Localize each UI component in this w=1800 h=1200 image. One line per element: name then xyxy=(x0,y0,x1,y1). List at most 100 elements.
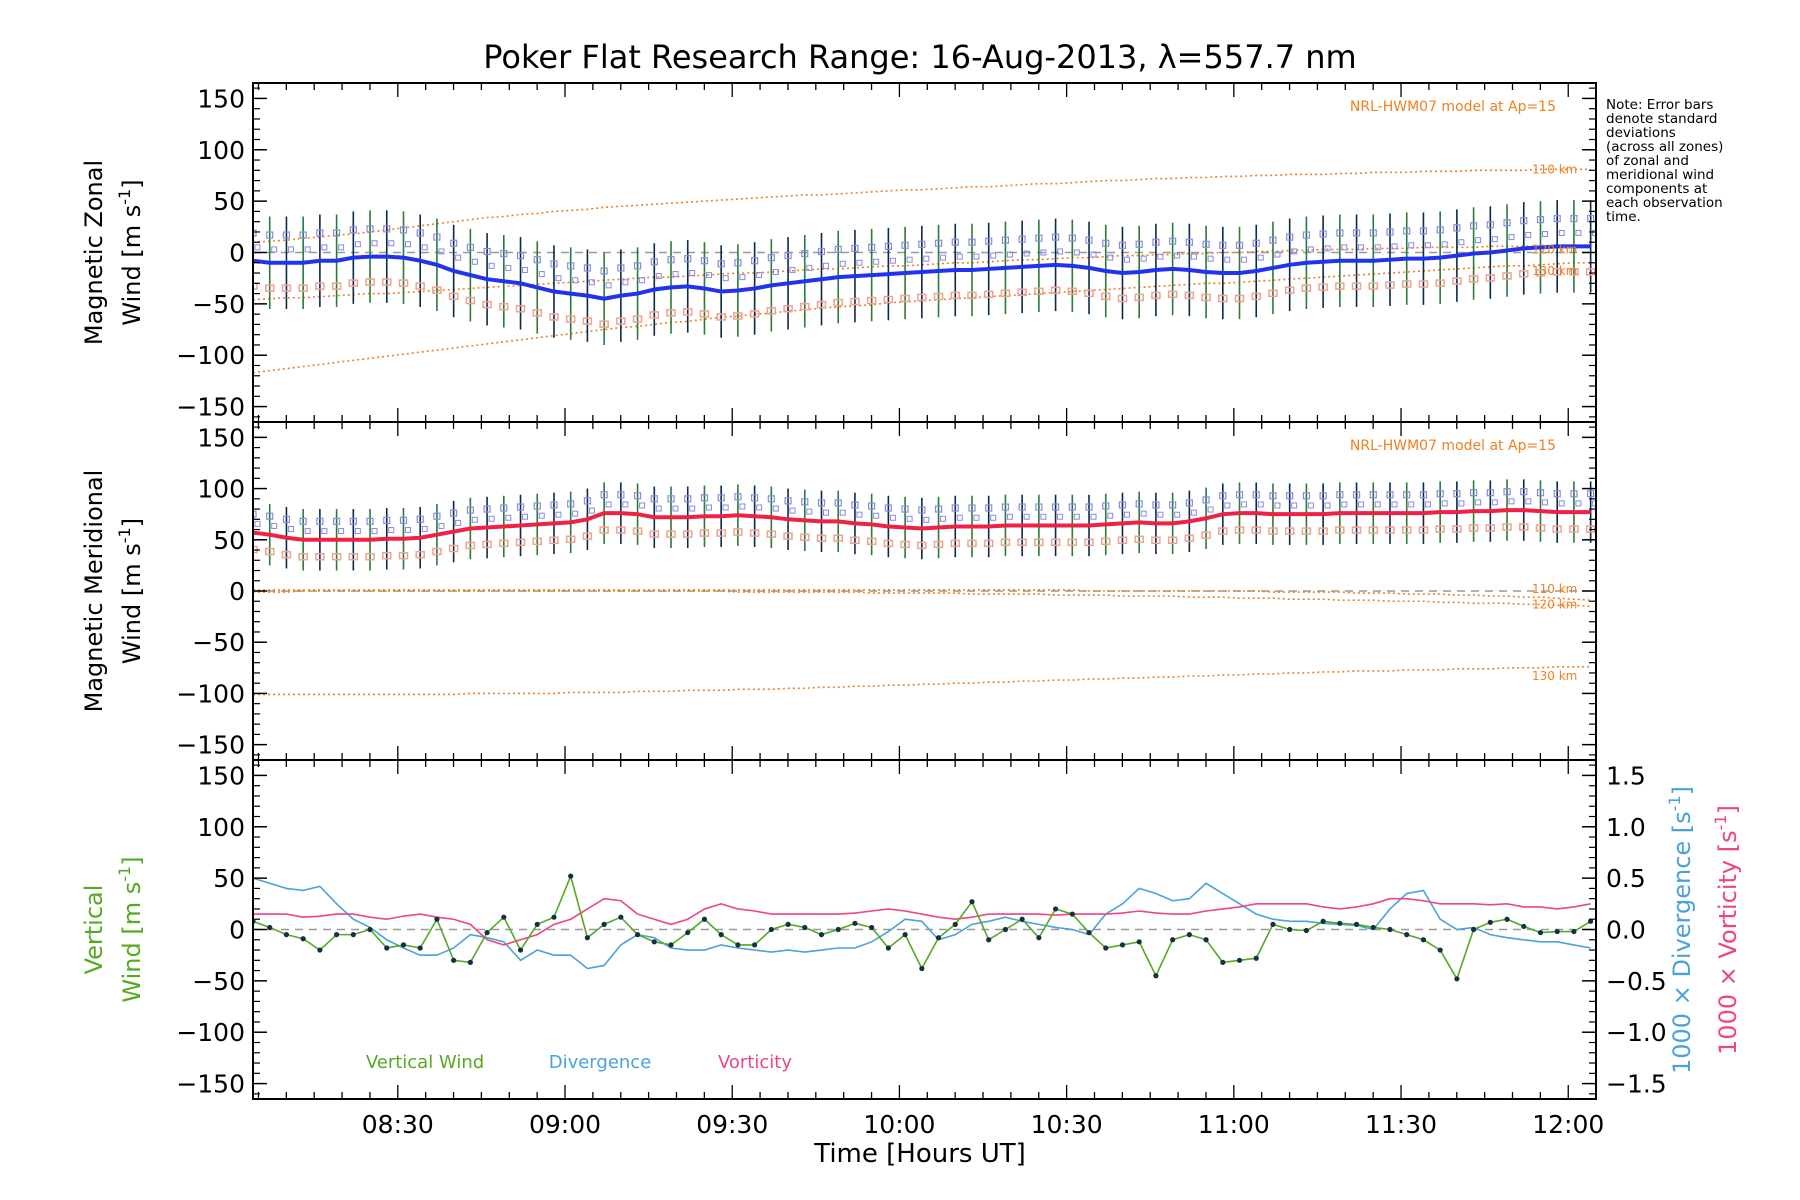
y2-divergence-title-text: 1000 × Divergence [s xyxy=(1668,811,1696,1074)
zonal-zone-marker xyxy=(432,286,442,295)
meridional-zone-marker xyxy=(1284,527,1295,535)
meridional-zone-marker xyxy=(1057,513,1064,520)
zonal-zone-marker xyxy=(1101,292,1111,301)
zonal-zone-marker xyxy=(1068,234,1076,242)
vertical-wind-point xyxy=(517,947,524,953)
y-tick-label: 100 xyxy=(197,813,245,842)
meridional-zone-marker xyxy=(1117,536,1128,545)
vertical-wind-point xyxy=(1287,926,1293,933)
meridional-zone-marker xyxy=(421,526,428,533)
meridional-zone-marker xyxy=(1324,502,1331,509)
ylabel-sup: -1 xyxy=(115,866,134,882)
zonal-zone-marker xyxy=(471,258,478,265)
meridional-zone-marker xyxy=(399,516,408,524)
meridional-zone-marker xyxy=(833,534,843,543)
meridional-zone-marker xyxy=(1541,499,1548,506)
meridional-zone-marker xyxy=(649,530,660,538)
zonal-zone-marker xyxy=(1084,289,1094,298)
zonal-zone-marker xyxy=(1552,268,1562,276)
meridional-zone-marker xyxy=(1269,492,1277,500)
vertical-wind-point xyxy=(685,929,691,936)
meridional-zone-marker xyxy=(1167,536,1178,545)
zonal-zone-marker xyxy=(1268,289,1278,298)
vertical-wind-point xyxy=(935,935,942,941)
zonal-zone-marker xyxy=(1351,282,1362,290)
meridional-zone-marker xyxy=(271,522,278,529)
zonal-zone-marker xyxy=(1508,234,1515,241)
zonal-zone-marker xyxy=(555,275,562,282)
meridional-zone-marker xyxy=(868,502,876,510)
zonal-zone-marker xyxy=(482,300,492,309)
legend-item: Vertical Wind xyxy=(366,1052,484,1073)
zonal-zone-marker xyxy=(266,231,274,239)
meridional-zone-marker xyxy=(632,527,643,535)
zonal-zone-marker xyxy=(617,264,625,272)
meridional-zone-marker xyxy=(883,539,894,548)
vertical-wind-point xyxy=(1002,926,1009,933)
zonal-zone-marker xyxy=(287,246,294,253)
meridional-zone-marker xyxy=(717,494,725,502)
zonal-zone-marker xyxy=(985,237,993,245)
altitude-label: 130 km xyxy=(1532,264,1577,278)
meridional-zone-marker xyxy=(639,502,646,509)
meridional-zone-marker xyxy=(266,512,274,520)
meridional-zone-marker xyxy=(1352,491,1361,499)
zonal-zone-marker xyxy=(404,241,411,248)
zonal-zone-marker xyxy=(973,253,980,260)
meridional-zone-marker xyxy=(1073,513,1080,520)
meridional-zone-marker xyxy=(565,535,576,544)
zonal-zone-marker xyxy=(388,240,395,247)
zonal-zone-marker xyxy=(1252,239,1260,247)
meridional-zone-marker xyxy=(751,494,759,502)
zonal-zone-marker xyxy=(850,297,860,306)
meridional-zone-marker xyxy=(1040,513,1047,520)
y-tick-label: 150 xyxy=(197,84,245,113)
x-tick-label: 10:30 xyxy=(1031,1110,1103,1139)
meridional-zone-marker xyxy=(1219,492,1227,500)
x-tick-label: 10:00 xyxy=(863,1110,935,1139)
zonal-zone-marker xyxy=(734,259,742,267)
meridional-zone-marker xyxy=(264,547,275,556)
y-tick-label: −150 xyxy=(176,731,245,760)
vertical-wind-point xyxy=(501,914,507,920)
zonal-zone-marker xyxy=(1241,256,1248,263)
meridional-zone-marker xyxy=(1050,538,1061,547)
y-tick-label: −100 xyxy=(176,679,245,708)
meridional-zone-marker xyxy=(538,512,545,519)
meridional-zone-marker xyxy=(923,516,930,523)
zonal-zone-marker xyxy=(253,229,257,237)
meridional-zone-marker xyxy=(282,515,291,523)
meridional-zone-marker xyxy=(956,514,963,521)
zonal-zone-marker xyxy=(315,282,325,290)
zonal-zone-marker xyxy=(1368,282,1379,290)
meridional-zone-marker xyxy=(666,530,676,538)
zonal-zone-marker xyxy=(1401,280,1412,288)
zonal-zone-marker xyxy=(1284,286,1295,295)
meridional-zone-marker xyxy=(1286,492,1294,500)
y2-tick-label: −1.5 xyxy=(1606,1070,1667,1099)
zonal-zone-marker xyxy=(549,313,559,321)
meridional-zone-marker xyxy=(1023,513,1030,520)
vertical-wind-point xyxy=(601,921,607,927)
zonal-zone-marker xyxy=(1018,235,1026,243)
zonal-zone-marker xyxy=(689,270,696,277)
zonal-zone-marker xyxy=(622,279,629,286)
meridional-zone-marker xyxy=(1307,502,1314,509)
zonal-zone-marker xyxy=(851,244,859,252)
meridional-zone-marker xyxy=(1374,501,1381,508)
meridional-zone-marker xyxy=(800,533,810,541)
meridional-zone-marker xyxy=(983,539,994,548)
meridional-zone-marker xyxy=(1503,488,1511,496)
vertical-wind-point xyxy=(735,942,741,948)
meridional-zone-marker xyxy=(438,522,445,529)
meridional-zone-marker xyxy=(1341,501,1348,508)
meridional-zone-marker xyxy=(315,552,325,561)
meridional-zone-marker xyxy=(655,505,662,512)
meridional-zone-marker xyxy=(455,519,462,526)
zonal-zone-marker xyxy=(806,264,813,271)
meridional-zone-marker xyxy=(1570,490,1578,498)
meridional-zone-marker xyxy=(500,504,508,512)
zonal-zone-marker xyxy=(1135,240,1143,248)
y2-divergence-title-close: ] xyxy=(1668,786,1696,795)
meridional-zone-marker xyxy=(555,511,562,518)
